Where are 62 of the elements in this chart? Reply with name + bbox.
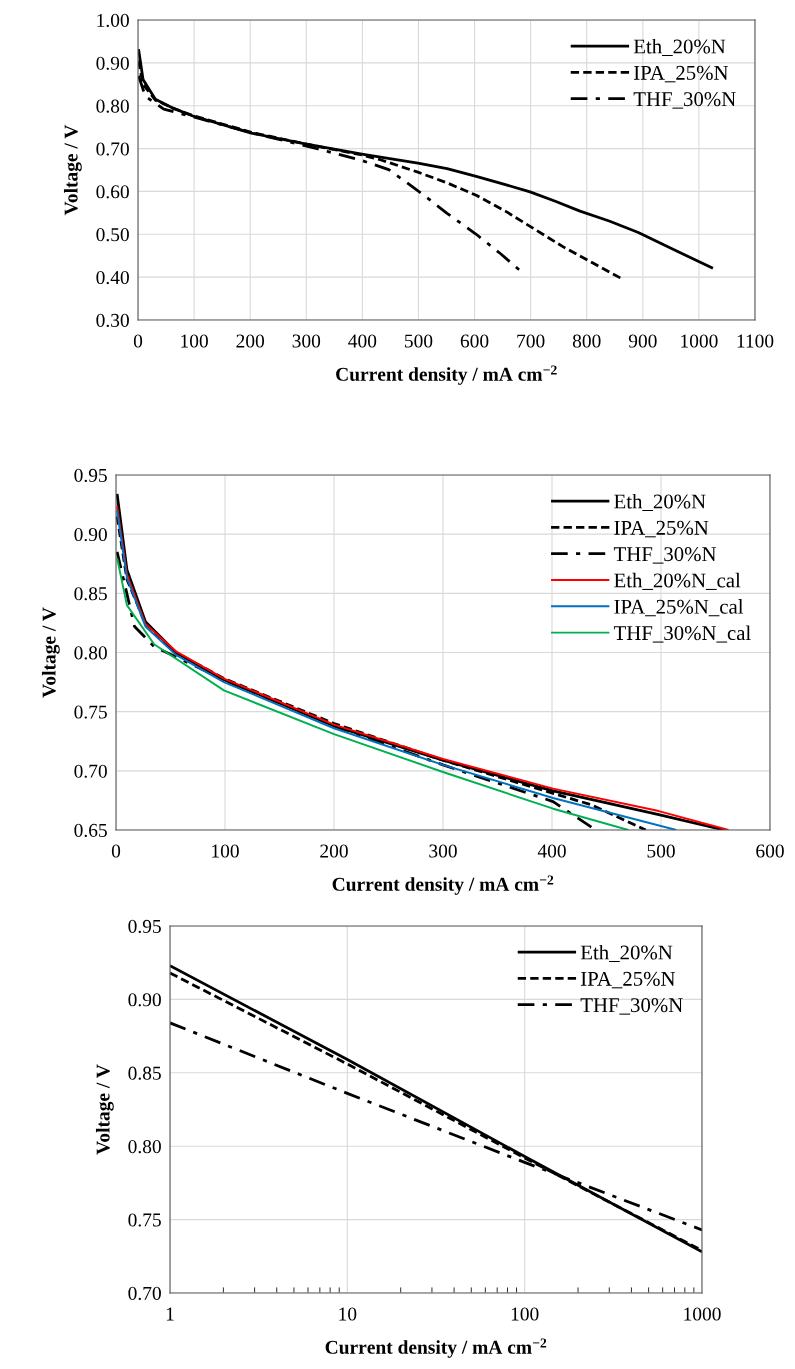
y-tick-label: 0.90: [74, 527, 107, 542]
x-tick-label: 100: [181, 334, 208, 348]
y-tick-label: 0.90: [128, 993, 161, 1007]
y-tick-label: 0.70: [128, 1286, 161, 1301]
x-tick-label: 300: [292, 334, 321, 348]
x-tick-label: 500: [405, 334, 433, 348]
x-tick-label: 1000: [684, 1307, 721, 1321]
y-tick-label: 0.40: [96, 270, 129, 285]
x-tick-label: 700: [517, 334, 545, 348]
x-tick-label: 400: [348, 334, 377, 348]
x-tick-label: 900: [628, 334, 657, 348]
legend-label: IPA_25%N: [614, 520, 709, 538]
x-tick-label: 100: [212, 844, 239, 858]
y-tick-label: 0.80: [74, 646, 107, 660]
y-tick-label: 0.85: [128, 1066, 161, 1080]
y-tick-label: 0.80: [128, 1140, 161, 1154]
x-tick-label: 0: [133, 334, 143, 348]
y-tick-label: 0.95: [128, 919, 161, 934]
x-tick-label: 1000: [681, 334, 718, 348]
y-axis-title: Voltage / V: [63, 124, 82, 216]
legend-label: THF_30%N_cal: [613, 625, 751, 643]
legend-label: IPA_25%N: [634, 65, 729, 83]
legend-label: Eth_20%N: [633, 38, 726, 57]
x-tick-label: 200: [236, 334, 265, 348]
y-tick-label: 0.90: [96, 56, 129, 70]
legend-label: THF_30%N: [580, 998, 683, 1015]
x-tick-label: 10: [339, 1307, 357, 1321]
y-axis-title: Voltage / V: [95, 1064, 114, 1155]
legend-label: THF_30%N: [613, 547, 717, 564]
y-tick-label: 0.75: [74, 705, 107, 719]
legend-label: THF_30%N: [633, 92, 736, 109]
legend-label: IPA_25%N_cal: [614, 599, 744, 617]
y-tick-label: 0.80: [96, 99, 129, 113]
legend-label: Eth_20%N: [614, 493, 706, 512]
y-tick-label: 0.70: [96, 142, 129, 156]
y-tick-label: 0.70: [74, 764, 107, 778]
x-tick-label: 600: [756, 844, 784, 858]
x-tick-label: 600: [460, 334, 489, 348]
y-tick-label: 1.00: [97, 13, 129, 28]
legend-label: Eth_20%N_cal: [614, 572, 741, 590]
x-tick-label: 500: [647, 844, 675, 858]
x-tick-label: 800: [572, 334, 601, 348]
y-tick-label: 0.50: [96, 228, 129, 242]
y-tick-label: 0.85: [74, 587, 107, 601]
legend-label: Eth_20%N: [580, 944, 673, 963]
y-axis-title: Voltage / V: [41, 607, 60, 698]
y-tick-label: 0.75: [128, 1213, 161, 1227]
y-tick-label: 0.30: [96, 313, 129, 328]
x-tick-label: 1: [166, 1307, 174, 1321]
x-tick-label: 0: [111, 844, 121, 858]
legend-label: IPA_25%N: [581, 971, 676, 989]
x-tick-label: 300: [429, 844, 457, 858]
x-axis-title: Current density / mA cm$^{−2}$: [336, 365, 557, 385]
x-tick-label: 200: [320, 844, 348, 858]
y-tick-label: 0.95: [74, 468, 107, 483]
x-axis-title: Current density / mA cm$^{−2}$: [332, 875, 554, 895]
y-tick-label: 0.65: [74, 823, 107, 838]
y-tick-label: 0.60: [96, 185, 129, 199]
x-axis-title: Current density / mA cm$^{−2}$: [325, 1338, 547, 1358]
x-tick-label: 400: [537, 844, 566, 858]
x-tick-label: 100: [511, 1307, 539, 1321]
x-tick-label: 1100: [737, 334, 774, 348]
